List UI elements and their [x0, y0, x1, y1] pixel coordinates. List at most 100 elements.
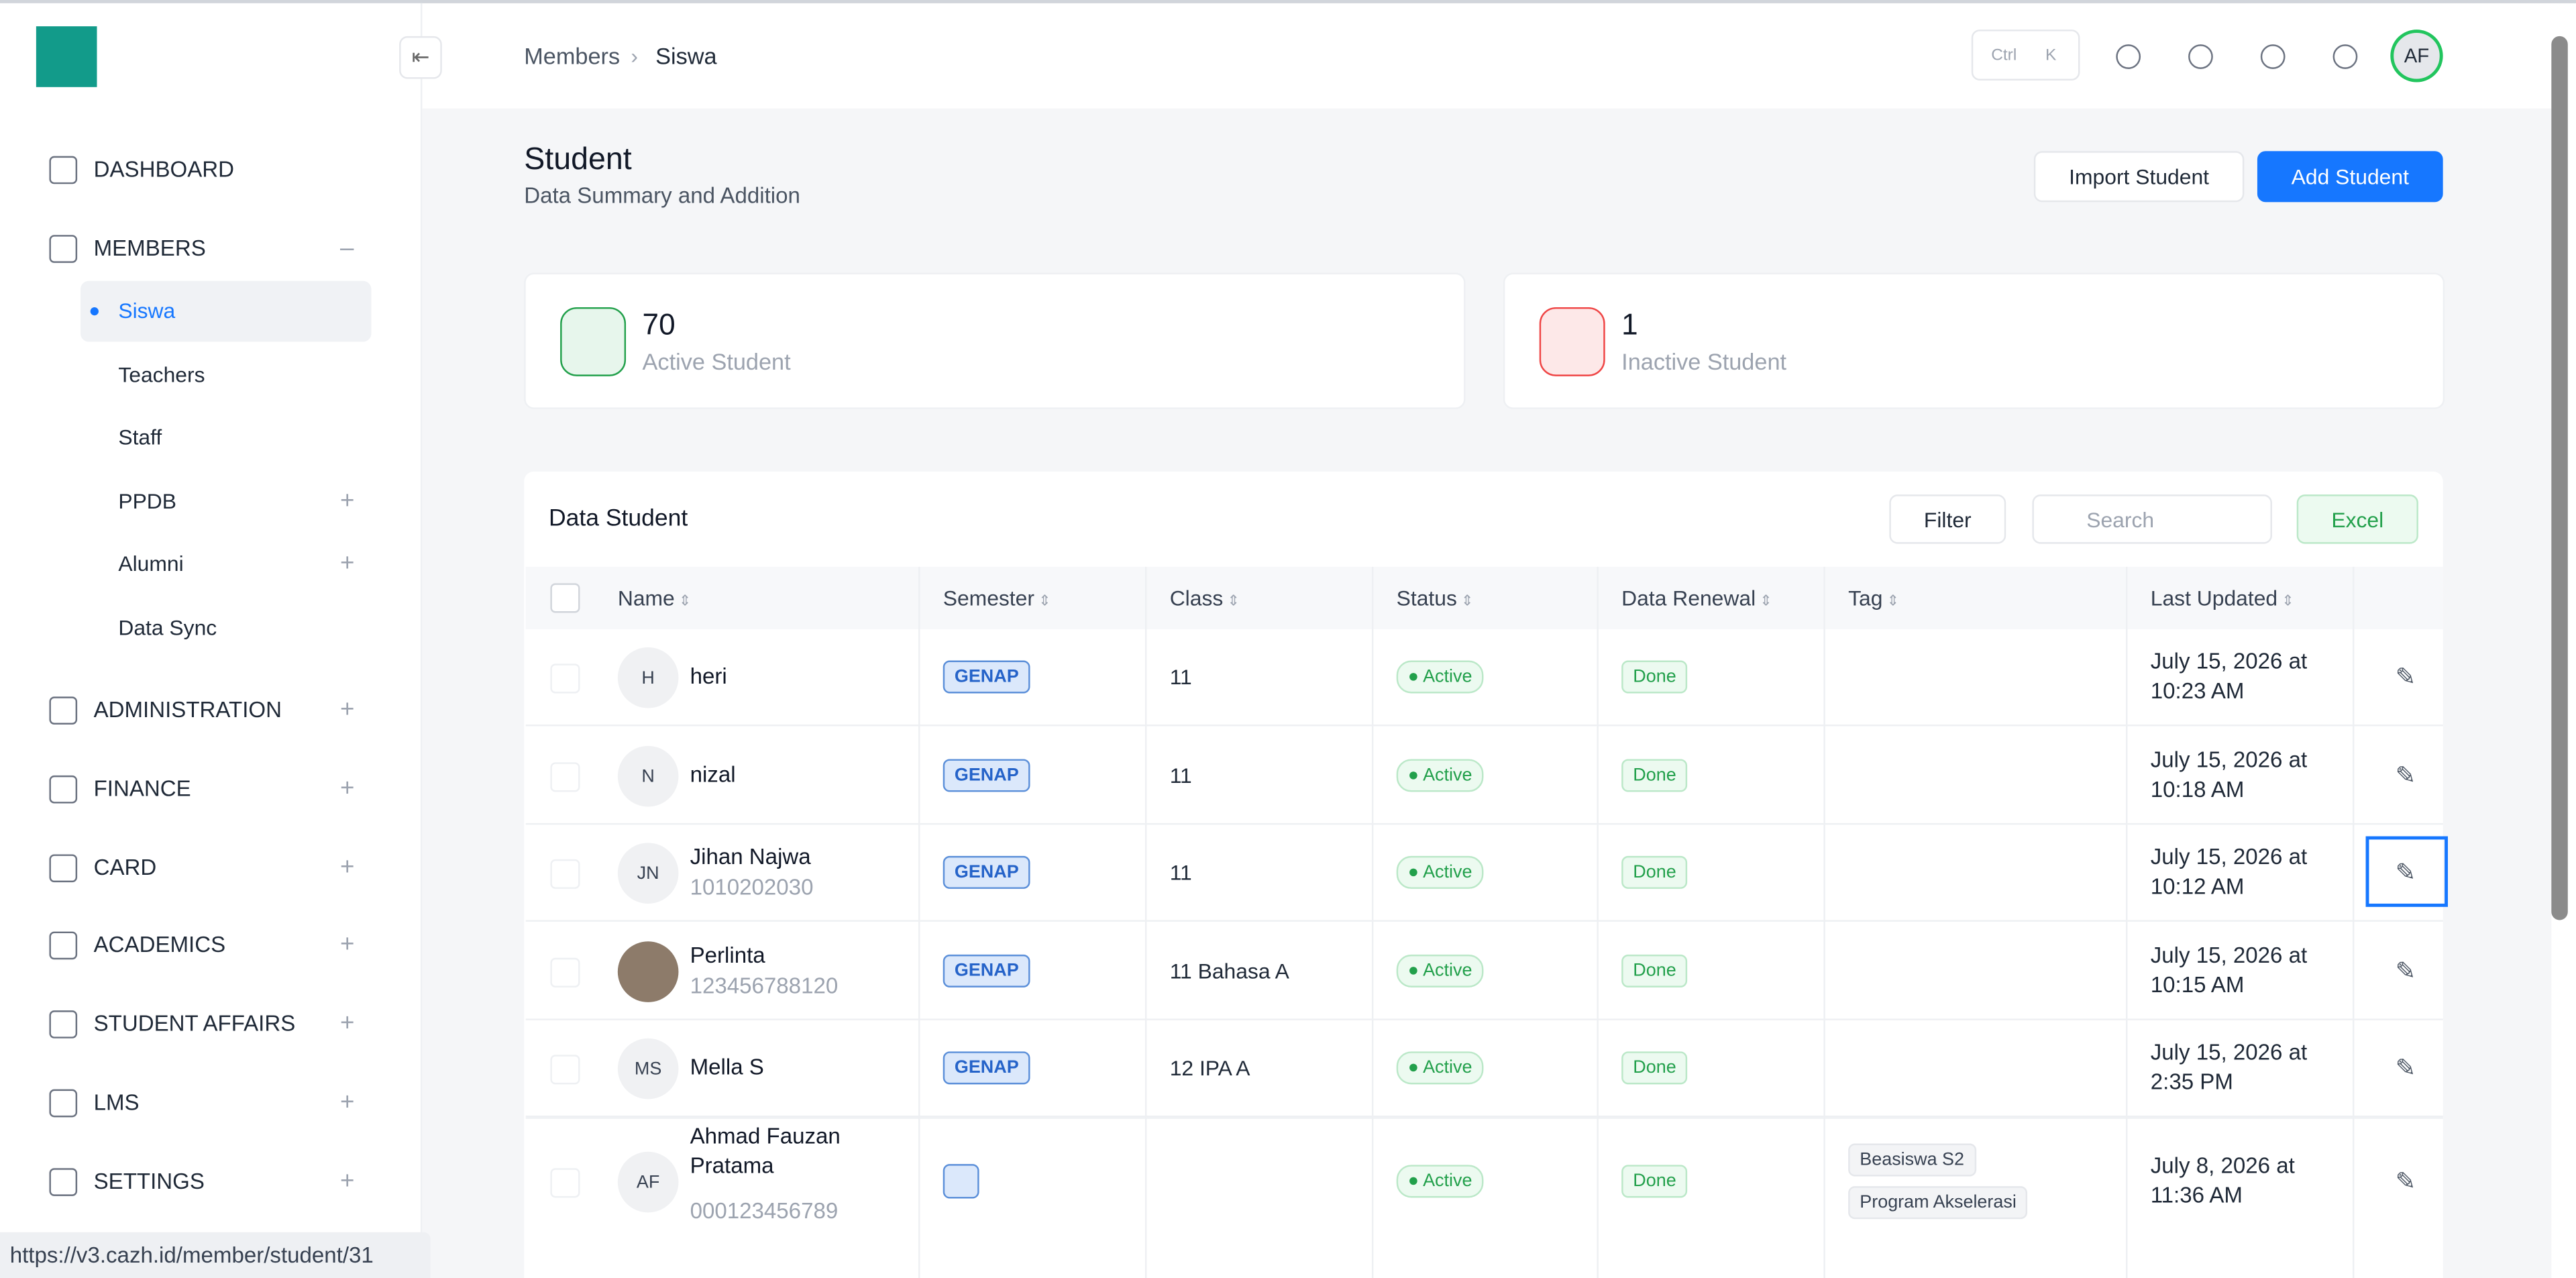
stat-label: Inactive Student [1621, 348, 1787, 375]
renewal-badge: Done [1621, 660, 1688, 694]
status-badge: ● Active [1396, 759, 1484, 792]
row-divider [525, 1018, 2443, 1020]
breadcrumb-item[interactable]: Members [524, 42, 621, 69]
nav-toggle[interactable]: + [339, 1009, 355, 1038]
sort-icon[interactable]: ⇕ [1756, 592, 1772, 609]
excel-button[interactable]: Excel [2296, 494, 2418, 544]
header-checkbox[interactable] [550, 583, 580, 613]
last-updated: July 8, 2026 at 11:36 AM [2150, 1153, 2295, 1208]
tag: Beasiswa S2 [1848, 1143, 1976, 1177]
header-icon[interactable] [2332, 44, 2358, 69]
shortcut-box[interactable] [1971, 30, 2080, 81]
nav-subitem[interactable]: Siswa [118, 298, 176, 323]
column-header[interactable]: Semester ⇕ [943, 586, 1051, 610]
edit-button[interactable]: ✎ [2395, 1168, 2416, 1196]
search-input[interactable]: Search [2032, 494, 2272, 544]
class: 12 IPA A [1169, 1055, 1250, 1081]
avatar-circle: JN [617, 843, 679, 904]
nav-toggle[interactable]: + [339, 696, 355, 724]
row-checkbox[interactable] [550, 1168, 580, 1198]
avatar-circle: AF [617, 1151, 679, 1213]
edit-button[interactable]: ✎ [2395, 663, 2416, 692]
nav-dot [90, 307, 99, 316]
focus-outline [2365, 836, 2449, 907]
student-name[interactable]: Jihan Najwa [690, 844, 811, 869]
student-id: 123456788120 [690, 973, 839, 998]
edit-button[interactable]: ✎ [2395, 957, 2416, 986]
header-icon[interactable] [2260, 44, 2286, 69]
logo[interactable] [36, 26, 97, 87]
row-checkbox[interactable] [550, 663, 580, 694]
nav-subitem[interactable]: PPDB [118, 488, 177, 514]
nav-toggle[interactable]: – [339, 233, 354, 262]
student-name[interactable]: Ahmad Fauzan Pratama [690, 1124, 841, 1178]
scrollbar[interactable] [2551, 36, 2568, 920]
row-checkbox[interactable] [550, 1055, 580, 1085]
nav-toggle[interactable]: + [339, 774, 355, 803]
nav-item[interactable]: ACADEMICS [93, 932, 226, 957]
add-button[interactable]: Add Student [2257, 151, 2443, 203]
column-header[interactable]: Status ⇕ [1396, 586, 1474, 610]
nav-subitem[interactable]: Alumni [118, 551, 184, 576]
header-icon[interactable] [2188, 44, 2213, 69]
row-checkbox[interactable] [550, 762, 580, 792]
column-header[interactable]: Name ⇕ [617, 586, 692, 610]
column-header[interactable]: Tag ⇕ [1848, 586, 1900, 610]
header-icon[interactable] [2116, 44, 2141, 69]
nav-item[interactable]: CARD [93, 855, 157, 880]
class: 11 [1169, 763, 1192, 788]
renewal-badge: Done [1621, 1051, 1688, 1085]
edit-button[interactable]: ✎ [2395, 859, 2416, 888]
renewal-badge: Done [1621, 1165, 1688, 1198]
nav-icon [49, 235, 78, 263]
nav-toggle[interactable]: + [339, 1167, 355, 1195]
nav-subitem[interactable]: Data Sync [118, 615, 217, 640]
avatar-circle: N [617, 745, 679, 807]
column-divider [1823, 566, 1825, 1278]
nav-toggle[interactable]: + [339, 1088, 355, 1117]
top-border [0, 0, 2576, 3]
sort-icon[interactable]: ⇕ [1034, 592, 1051, 609]
nav-subitem[interactable]: Teachers [118, 362, 205, 387]
avatar-circle: H [617, 647, 679, 708]
sort-icon[interactable]: ⇕ [1223, 592, 1240, 609]
column-divider [2352, 566, 2355, 1278]
column-header[interactable]: Class ⇕ [1169, 586, 1240, 610]
nav-item[interactable]: LMS [93, 1089, 140, 1115]
edit-button[interactable]: ✎ [2395, 1055, 2416, 1083]
nav-item[interactable]: STUDENT AFFAIRS [93, 1011, 296, 1036]
page-subtitle: Data Summary and Addition [524, 183, 800, 208]
row-divider [525, 1115, 2443, 1118]
nav-subitem[interactable]: Staff [118, 425, 162, 449]
avatar[interactable]: AF [2390, 30, 2443, 83]
nav-item[interactable]: MEMBERS [93, 235, 206, 261]
semester-badge: GENAP [943, 660, 1030, 694]
collapse-button[interactable]: ⇤ [399, 36, 442, 79]
sort-icon[interactable]: ⇕ [674, 592, 692, 609]
sort-icon[interactable]: ⇕ [1456, 592, 1474, 609]
student-name[interactable]: heri [690, 663, 727, 689]
class: 11 Bahasa A [1169, 958, 1289, 983]
column-header[interactable]: Data Renewal ⇕ [1621, 586, 1772, 610]
nav-toggle[interactable]: + [339, 930, 355, 959]
sort-icon[interactable]: ⇕ [1882, 592, 1900, 609]
nav-item[interactable]: SETTINGS [93, 1169, 205, 1194]
nav-item[interactable]: FINANCE [93, 776, 191, 801]
student-name[interactable]: Perlinta [690, 943, 765, 968]
status-bar [0, 1232, 431, 1278]
row-checkbox[interactable] [550, 859, 580, 889]
nav-toggle[interactable]: + [339, 549, 355, 578]
nav-toggle[interactable]: + [339, 853, 355, 882]
nav-item[interactable]: DASHBOARD [93, 156, 235, 182]
status-badge: ● Active [1396, 1165, 1484, 1198]
import-button[interactable]: Import Student [2033, 151, 2245, 203]
column-header[interactable]: Last Updated ⇕ [2150, 586, 2294, 610]
sort-icon[interactable]: ⇕ [2277, 592, 2294, 609]
student-name[interactable]: Mella S [690, 1055, 764, 1079]
edit-button[interactable]: ✎ [2395, 762, 2416, 790]
row-checkbox[interactable] [550, 957, 580, 988]
student-name[interactable]: nizal [690, 762, 736, 788]
nav-toggle[interactable]: + [339, 487, 355, 515]
nav-item[interactable]: ADMINISTRATION [93, 697, 282, 723]
filter-button[interactable]: Filter [1889, 494, 2006, 544]
